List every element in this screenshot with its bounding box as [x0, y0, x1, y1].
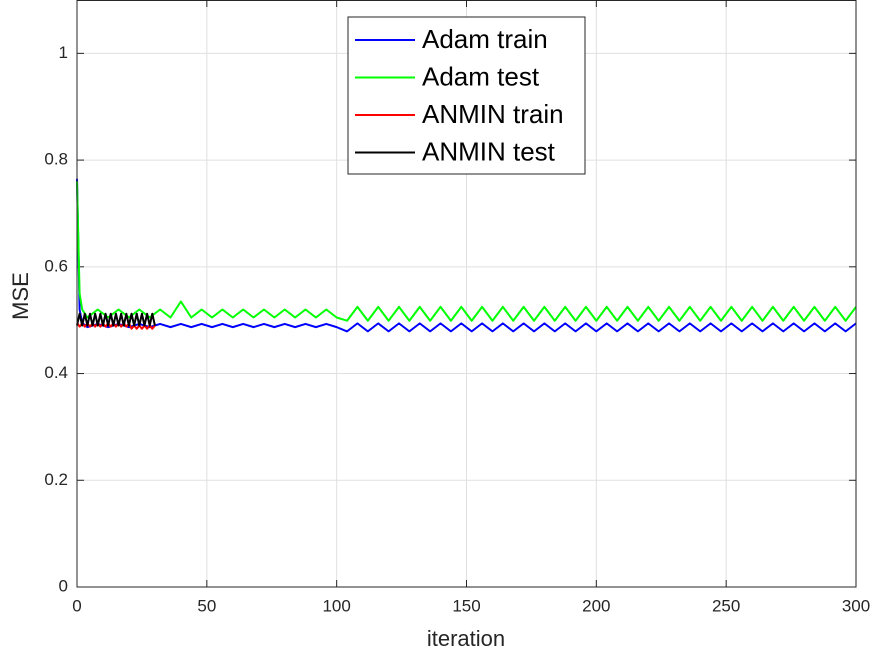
x-tick-label: 0	[72, 596, 81, 615]
x-tick-label: 200	[582, 596, 610, 615]
series-line	[76, 312, 156, 327]
x-axis-label: iteration	[427, 626, 505, 651]
x-tick-label: 50	[197, 596, 216, 615]
legend: Adam train Adam test ANMIN train ANMIN test	[347, 16, 586, 175]
x-tick-label: 150	[452, 596, 480, 615]
series-line	[76, 322, 156, 330]
y-tick-label: 0.6	[44, 256, 68, 275]
y-tick-label: 0	[59, 576, 68, 595]
legend-label: ANMIN test	[422, 136, 556, 166]
y-tick-label: 0.2	[44, 470, 68, 489]
plot-frame	[76, 0, 857, 588]
legend-label: Adam train	[422, 24, 548, 54]
y-axis-label: MSE	[8, 272, 33, 320]
y-tick-label: 0.4	[44, 363, 68, 382]
x-tick-label: 250	[712, 596, 740, 615]
series-line	[76, 178, 857, 333]
x-tick-label: 100	[322, 596, 350, 615]
x-tick-label: 300	[842, 596, 870, 615]
legend-box	[347, 16, 586, 175]
legend-label: ANMIN train	[422, 99, 564, 129]
series-line	[76, 181, 857, 322]
y-tick-label: 0.8	[44, 150, 68, 169]
legend-label: Adam test	[422, 61, 540, 91]
y-tick-label: 1	[59, 43, 68, 62]
